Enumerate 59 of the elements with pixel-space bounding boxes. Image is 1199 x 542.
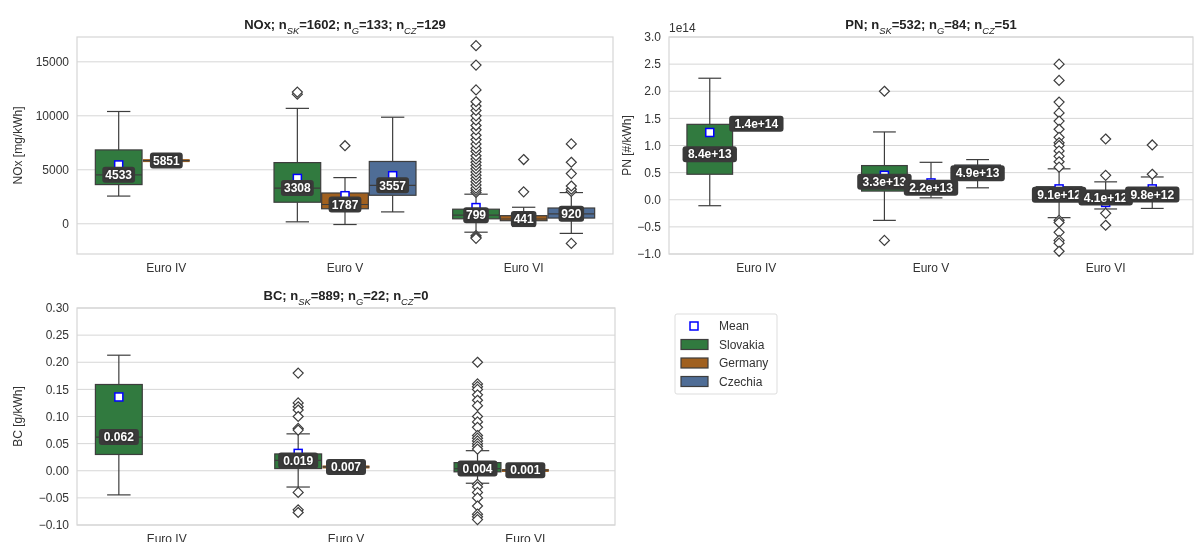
- text: 1787: [331, 197, 359, 212]
- text: 8.4e+13: [687, 147, 732, 162]
- y-tick-label: 15000: [35, 55, 70, 70]
- y-tick-label: 2.0: [644, 84, 662, 99]
- legend-label: Slovakia: [719, 337, 765, 352]
- text: 3.3e+13: [862, 175, 907, 190]
- y-tick-label: 0.15: [45, 382, 70, 397]
- text: 4.9e+13: [955, 166, 1000, 181]
- y-tick-label: 10000: [35, 109, 70, 124]
- text: 0.007: [330, 460, 362, 475]
- text: 441: [513, 212, 534, 227]
- text: 0.001: [510, 463, 541, 478]
- legend-label: Germany: [719, 356, 769, 371]
- x-tick-label: Euro IV: [146, 261, 187, 275]
- text: 2.2e+13: [909, 181, 953, 196]
- y-tick-label: 2.5: [644, 57, 662, 72]
- text: Mean: [719, 319, 750, 334]
- chart-title: BC; n$_{SK}$=889; n$_{G}$=22; n$_{CZ}$=0: [263, 288, 429, 307]
- y-tick-label: −0.5: [637, 220, 662, 235]
- text: 0.004: [462, 461, 493, 476]
- y-tick-label: 1.5: [644, 111, 662, 126]
- text: 1e14: [669, 21, 697, 35]
- y-tick-label: 0.10: [45, 409, 70, 424]
- text: 4533: [105, 168, 133, 183]
- y-tick-label: −1.0: [637, 247, 662, 262]
- y-tick-label: 0.25: [45, 328, 70, 343]
- x-tick-label: Euro VI: [1085, 261, 1126, 275]
- text: 799: [466, 208, 487, 223]
- x-tick-label: Euro V: [912, 261, 950, 275]
- text: 9.8e+12: [1130, 187, 1175, 202]
- chart-title: PN; n$_{SK}$=532; n$_{G}$=84; n$_{CZ}$=51: [845, 17, 1017, 36]
- y-tick-label: 0.00: [45, 463, 70, 478]
- text: 3557: [379, 178, 406, 193]
- text: 3308: [284, 181, 311, 196]
- y-tick-label: 0.20: [45, 355, 70, 370]
- y-axis-title: BC [g/kWh]: [11, 386, 25, 447]
- x-tick-label: Euro VI: [503, 261, 544, 275]
- y-tick-label: 0: [62, 216, 70, 231]
- y-tick-label: 1.0: [644, 138, 662, 153]
- chart-title: NOx; n$_{SK}$=1602; n$_{G}$=133; n$_{CZ}$=129: [244, 17, 446, 36]
- y-tick-label: 0.0: [644, 192, 662, 207]
- x-tick-label: Euro IV: [736, 261, 777, 275]
- legend-label: Czechia: [719, 374, 763, 389]
- text: 0.062: [103, 430, 134, 445]
- y-tick-label: 3.0: [644, 30, 662, 45]
- text: 4.1e+12: [1083, 190, 1128, 205]
- y-axis-title: NOx [mg/kWh]: [11, 106, 25, 185]
- text: 920: [561, 207, 582, 222]
- y-tick-label: −0.10: [38, 518, 70, 533]
- text: 0.019: [283, 453, 314, 468]
- y-tick-label: −0.05: [38, 491, 70, 506]
- y-axis-title: PN [#/kWh]: [620, 115, 634, 176]
- y-tick-label: 0.5: [644, 165, 662, 180]
- x-tick-label: Euro V: [326, 261, 364, 275]
- text: 5851: [152, 153, 180, 168]
- y-tick-label: 0.30: [45, 301, 70, 316]
- y-tick-label: 0.05: [45, 436, 70, 451]
- text: 9.1e+12: [1037, 188, 1081, 203]
- y-tick-label: 5000: [42, 162, 70, 177]
